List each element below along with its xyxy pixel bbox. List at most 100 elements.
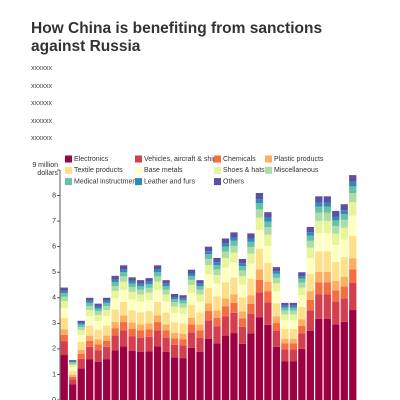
legend-swatch — [265, 155, 272, 163]
bar-segment — [221, 282, 230, 299]
legend-label: Miscellaneous — [274, 167, 319, 174]
bar-segment — [221, 298, 230, 307]
bar-segment — [128, 280, 136, 284]
bar-segment — [264, 302, 272, 325]
bar-segment — [162, 301, 170, 313]
legend-swatch — [135, 166, 142, 174]
bar-segment — [349, 201, 357, 216]
bar-segment — [162, 337, 170, 352]
bar-segment — [230, 245, 238, 253]
bar-segment — [255, 317, 264, 400]
bar-segment — [264, 245, 272, 263]
bar-segment — [272, 273, 281, 278]
bar-segment — [179, 303, 187, 308]
bar-segment — [340, 276, 348, 287]
bar-segment — [145, 284, 153, 288]
legend-label: Vehicles, aircraft & ships — [144, 156, 221, 163]
y-tick-label: 8 — [52, 192, 56, 199]
bar-segment — [349, 282, 357, 311]
bar-segment — [145, 300, 153, 312]
bar-segment — [162, 312, 170, 325]
bar-segment — [272, 271, 281, 274]
bar-segment — [238, 297, 247, 312]
bar-segment — [332, 210, 340, 217]
bar-segment — [289, 314, 297, 321]
bar-segment — [298, 325, 306, 334]
bar-segment — [77, 324, 85, 327]
bar-segment — [213, 326, 221, 344]
bar-segment — [230, 302, 238, 313]
bar-segment — [247, 253, 255, 264]
bar-segment — [111, 286, 119, 291]
bar-segment — [94, 339, 102, 345]
bar-segment — [94, 350, 102, 362]
subtitle-line: xxxxxx — [31, 65, 52, 72]
bar-segment — [315, 294, 323, 319]
bar-segment — [128, 299, 136, 311]
bar-segment — [60, 296, 68, 302]
bar-segment — [145, 292, 153, 301]
legend-label: Textile products — [74, 167, 123, 174]
bar-segment — [323, 282, 331, 295]
bar-segment — [221, 335, 230, 400]
bar-segment — [289, 349, 297, 362]
bar-segment — [323, 212, 331, 221]
bar-segment — [153, 272, 162, 277]
bar-segment — [332, 324, 340, 400]
bar-segment — [69, 377, 77, 380]
bar-segment — [136, 289, 145, 295]
bar-segment — [136, 312, 145, 325]
bar-segment — [298, 282, 306, 288]
bar-segment — [340, 213, 348, 220]
bar-segment — [60, 341, 68, 356]
bar-segment — [340, 321, 348, 400]
bar-segment — [86, 340, 94, 347]
bar-segment — [170, 299, 179, 303]
bar-segment — [196, 280, 204, 284]
bar-segment — [179, 307, 187, 314]
bar-segment — [94, 308, 102, 312]
bar-segment — [145, 323, 153, 330]
bar-segment — [111, 309, 119, 323]
bar-segment — [86, 297, 94, 301]
bar-segment — [170, 293, 179, 298]
bar-segment — [204, 246, 213, 252]
bar-segment — [153, 315, 162, 323]
bar-segment — [255, 279, 264, 293]
bar-segment — [238, 326, 247, 344]
bar-segment — [247, 263, 255, 279]
legend-label: Leather and furs — [144, 178, 195, 185]
bar-segment — [60, 290, 68, 294]
bar-segment — [323, 294, 331, 319]
y-tick-label: 6 — [52, 244, 56, 251]
bar-segment — [272, 283, 281, 292]
bar-segment — [153, 265, 162, 270]
bar-segment — [153, 346, 162, 400]
bar-segment — [272, 316, 281, 324]
bar-segment — [60, 307, 68, 318]
bar-segment — [60, 317, 68, 330]
bar-segment — [255, 230, 264, 249]
bar-segment — [323, 271, 331, 283]
bar-segment — [136, 294, 145, 302]
bar-segment — [332, 301, 340, 325]
bar-segment — [272, 291, 281, 304]
bar-segment — [170, 357, 179, 400]
bar-segment — [103, 359, 111, 400]
bar-segment — [179, 333, 187, 340]
bar-segment — [230, 240, 238, 246]
bar-segment — [298, 319, 306, 326]
bar-segment — [264, 281, 272, 292]
bar-segment — [170, 302, 179, 307]
bar-segment — [221, 246, 230, 252]
bar-segment — [323, 318, 331, 400]
bar-segment — [315, 196, 323, 203]
bar-segment — [238, 258, 247, 264]
bar-segment — [349, 215, 357, 236]
bar-segment — [281, 314, 289, 321]
legend-label: Medical instructments — [74, 178, 142, 185]
bar-segment — [264, 262, 272, 282]
bar-segment — [103, 346, 111, 360]
bar-segment — [103, 335, 111, 341]
bar-segment — [145, 336, 153, 352]
